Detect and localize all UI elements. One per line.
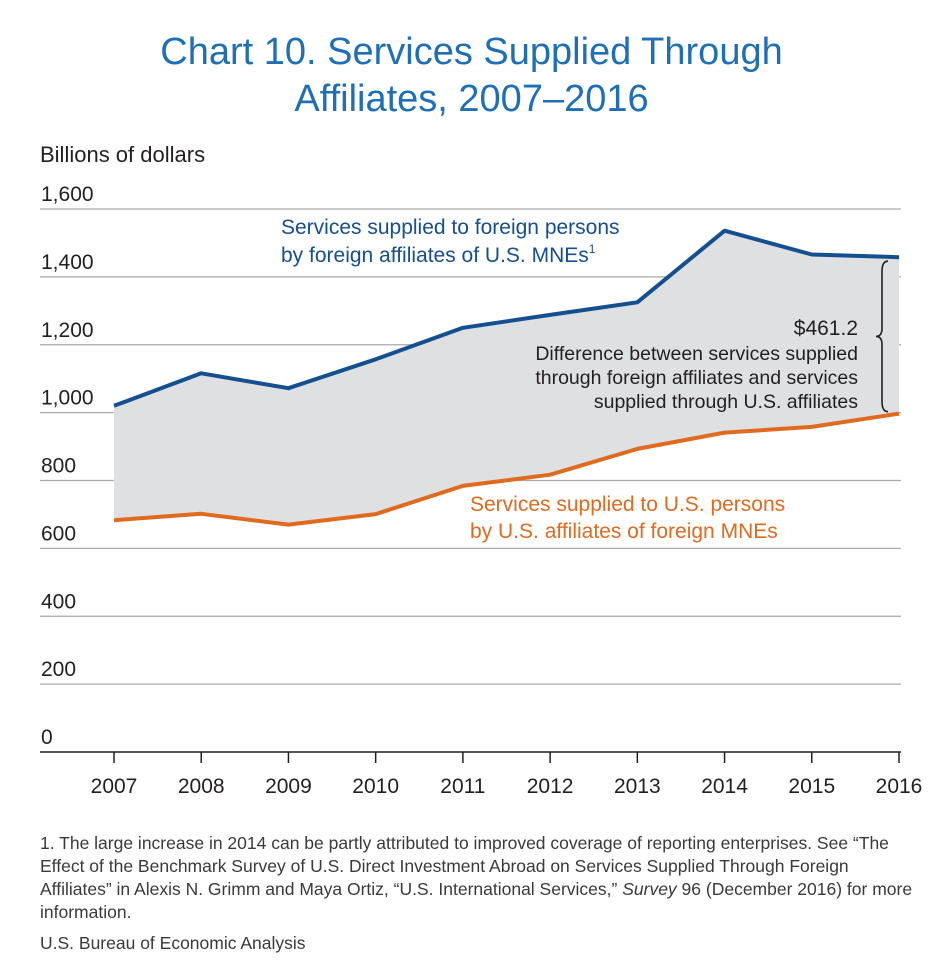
chart-title-line1: Chart 10. Services Supplied Through: [160, 31, 783, 74]
series-label-us-line2: by U.S. affiliates of foreign MNEs: [470, 520, 778, 543]
y-tick-label: 1,000: [41, 387, 94, 410]
annotation-line2: through foreign affiliates and services: [535, 367, 858, 389]
difference-area: [114, 230, 899, 525]
series-line-us-affiliates: [113, 411, 900, 527]
x-tick-label: 2008: [178, 775, 225, 798]
y-tick-label: 0: [41, 726, 53, 749]
series-line-foreign-affiliates: [113, 228, 900, 408]
y-tick-label: 1,600: [41, 183, 94, 206]
difference-brace: [875, 260, 889, 413]
x-tick-label: 2016: [876, 775, 923, 798]
footnote-marker: 1: [589, 242, 596, 256]
y-axis-label: Billions of dollars: [40, 142, 205, 167]
x-tick-label: 2012: [527, 775, 574, 798]
y-tick-label: 200: [41, 658, 76, 681]
y-tick-label: 1,400: [41, 251, 94, 274]
y-tick-label: 600: [41, 522, 76, 545]
series-label-us-line1: Services supplied to U.S. persons: [470, 493, 785, 516]
y-tick-labels: 0 200 400 600 800 1,000 1,200 1,400 1,600: [41, 183, 94, 749]
x-tick-label: 2015: [788, 775, 835, 798]
footnote-text: 1. The large increase in 2014 can be par…: [40, 833, 889, 899]
footnote-text-end: 96 (December 2016) for more information.: [40, 879, 913, 922]
x-tick-label: 2009: [265, 775, 312, 798]
y-tick-label: 400: [41, 590, 76, 613]
annotation-value: $461.2: [794, 317, 858, 340]
y-tick-label: 800: [41, 455, 76, 478]
x-tick-label: 2010: [352, 775, 399, 798]
x-tick-label: 2014: [701, 775, 748, 798]
x-tick-label: 2007: [91, 775, 138, 798]
x-tick-label: 2013: [614, 775, 661, 798]
series-label-foreign-line2: by foreign affiliates of U.S. MNEs: [281, 244, 589, 267]
source-note: U.S. Bureau of Economic Analysis: [40, 933, 306, 953]
footnote-italic: Survey: [622, 879, 677, 899]
y-tick-label: 1,200: [41, 319, 94, 342]
x-tick-label: 2011: [440, 775, 485, 798]
footnote: 1. The large increase in 2014 can be par…: [40, 832, 920, 924]
series-label-foreign: Services supplied to foreign persons: [281, 216, 620, 239]
series-label-foreign-2: by foreign affiliates of U.S. MNEs1: [281, 242, 596, 267]
chart-title: Chart 10. Services Supplied Through Affi…: [0, 29, 943, 123]
x-ticks: 2007 2008 2009 2010 2011 2012 2013 2014 2015 2016: [91, 752, 923, 798]
annotation-line3: supplied through U.S. affiliates: [594, 391, 858, 413]
annotation-line1: Difference between services supplied: [535, 343, 858, 365]
series-label-foreign-line1: Services supplied to foreign persons: [281, 216, 620, 239]
chart-title-line2: Affiliates, 2007–2016: [294, 78, 649, 121]
